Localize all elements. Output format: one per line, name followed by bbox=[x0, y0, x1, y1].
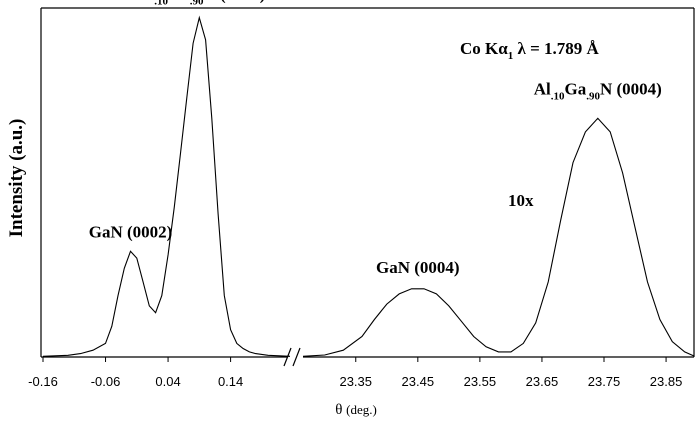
series-line-panel-2 bbox=[302, 117, 695, 357]
x-tick-label: 23.65 bbox=[526, 374, 559, 389]
peak-annotation: Al.10Ga.90N (0004) bbox=[534, 79, 662, 102]
x-tick-label: 23.85 bbox=[650, 374, 683, 389]
x-tick-label: 23.75 bbox=[588, 374, 621, 389]
x-tick-label: 0.14 bbox=[218, 374, 243, 389]
peak-annotation: GaN (0004) bbox=[376, 258, 460, 277]
axis-break-mark bbox=[292, 347, 301, 367]
x-axis-unit: (deg.) bbox=[346, 402, 377, 417]
x-tick-label: -0.16 bbox=[28, 374, 58, 389]
x-tick-label: 23.55 bbox=[464, 374, 497, 389]
peak-annotation: GaN (0002) bbox=[89, 222, 173, 241]
x-axis-symbol: θ bbox=[335, 402, 346, 418]
x-axis-label: θ (deg.) bbox=[335, 402, 377, 418]
x-tick-label: 23.45 bbox=[402, 374, 435, 389]
scale-note: 10x bbox=[508, 191, 534, 210]
x-tick-label: -0.06 bbox=[91, 374, 121, 389]
x-tick-label: 23.35 bbox=[339, 374, 372, 389]
radiation-label: Co Kα1 λ = 1.789 Å bbox=[460, 39, 600, 62]
y-axis-label: Intensity (a.u.) bbox=[6, 119, 27, 238]
axis-break-mark bbox=[283, 347, 292, 367]
x-tick-label: 0.04 bbox=[155, 374, 180, 389]
peak-annotation: Al.10Ga.90N (0002) bbox=[137, 0, 265, 8]
series-line-panel-1 bbox=[42, 15, 291, 357]
